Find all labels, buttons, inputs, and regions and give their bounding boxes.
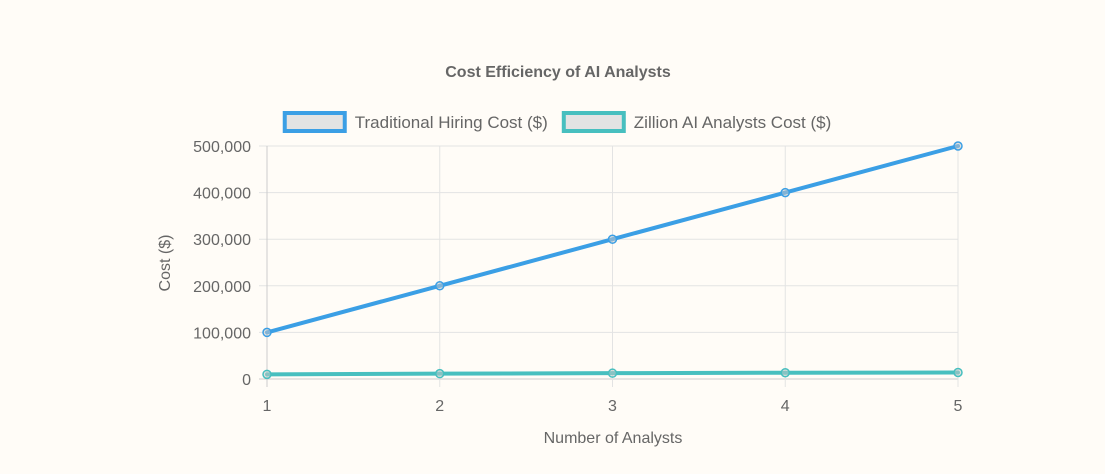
series-2 bbox=[262, 367, 963, 380]
y-tick-label: 100,000 bbox=[193, 325, 251, 342]
legend-swatch bbox=[282, 111, 347, 133]
x-tick-label: 3 bbox=[608, 398, 617, 415]
data-point[interactable] bbox=[953, 367, 963, 378]
x-tick-label: 1 bbox=[263, 398, 272, 415]
data-point[interactable] bbox=[607, 234, 618, 244]
y-axis-ticks: 0 100,000 200,000 300,000 400,000 500,000 bbox=[193, 139, 251, 389]
y-tick-label: 0 bbox=[242, 372, 251, 389]
legend-label: Zillion AI Analysts Cost ($) bbox=[634, 113, 831, 132]
data-point[interactable] bbox=[607, 368, 618, 378]
data-point[interactable] bbox=[953, 141, 963, 151]
data-point[interactable] bbox=[435, 281, 445, 291]
x-axis-ticks: 1 2 3 4 5 bbox=[263, 398, 963, 415]
series-lines bbox=[262, 141, 963, 380]
series-1 bbox=[262, 141, 963, 338]
data-point[interactable] bbox=[780, 367, 790, 378]
y-axis-label: Cost ($) bbox=[157, 235, 174, 292]
data-point[interactable] bbox=[262, 327, 272, 338]
chart-title: Cost Efficiency of AI Analysts bbox=[445, 64, 671, 81]
data-point[interactable] bbox=[435, 368, 445, 379]
chart-legend: Traditional Hiring Cost ($) Zillion AI An… bbox=[282, 111, 831, 133]
legend-swatch bbox=[561, 111, 626, 133]
x-tick-label: 5 bbox=[954, 398, 963, 415]
legend-label: Traditional Hiring Cost ($) bbox=[355, 113, 548, 132]
y-tick-label: 300,000 bbox=[193, 232, 251, 249]
data-point[interactable] bbox=[780, 187, 790, 198]
legend-item-2[interactable]: Zillion AI Analysts Cost ($) bbox=[561, 111, 831, 133]
y-tick-label: 200,000 bbox=[193, 279, 251, 296]
x-tick-label: 4 bbox=[781, 398, 790, 415]
x-tick-label: 2 bbox=[435, 398, 444, 415]
y-tick-label: 400,000 bbox=[193, 186, 251, 203]
y-tick-label: 500,000 bbox=[193, 139, 251, 156]
grid-lines bbox=[259, 145, 959, 387]
data-point[interactable] bbox=[262, 369, 272, 380]
x-axis-label: Number of Analysts bbox=[544, 430, 683, 447]
legend-item-1[interactable]: Traditional Hiring Cost ($) bbox=[282, 111, 548, 133]
